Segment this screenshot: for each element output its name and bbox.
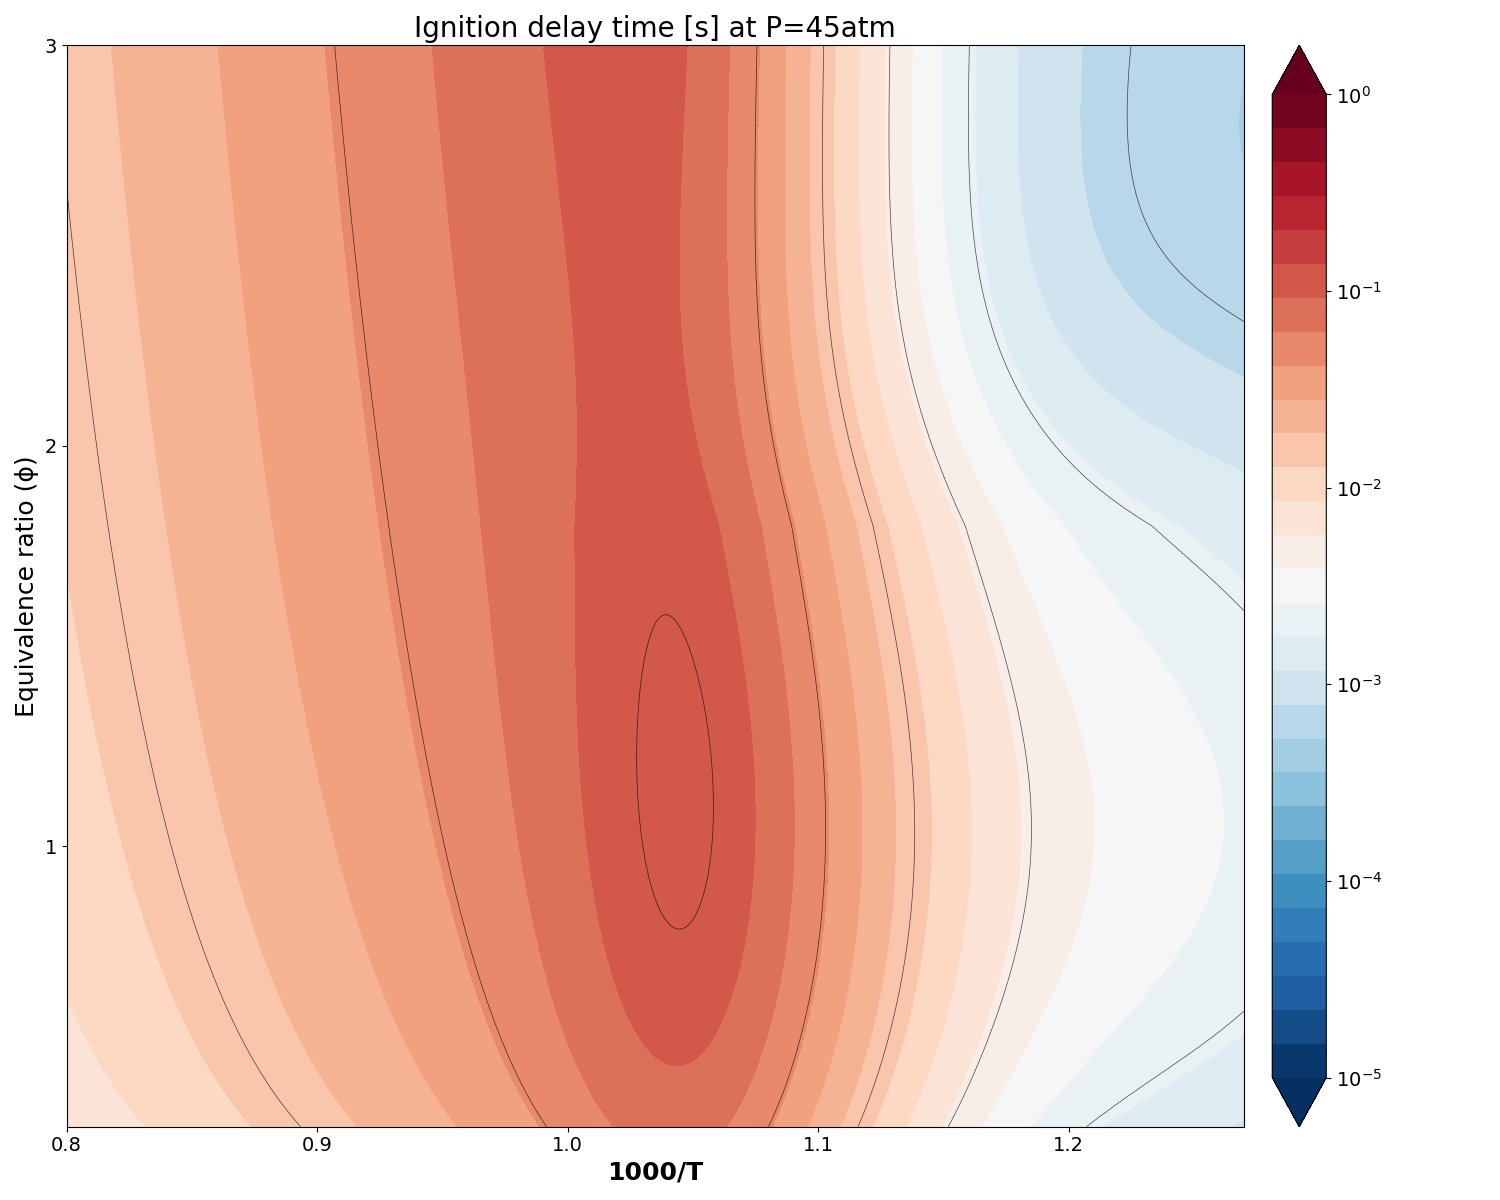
PathPatch shape — [1272, 46, 1326, 95]
PathPatch shape — [1272, 1078, 1326, 1127]
X-axis label: 1000/T: 1000/T — [608, 1162, 703, 1184]
Title: Ignition delay time [s] at P=45atm: Ignition delay time [s] at P=45atm — [414, 14, 896, 43]
Y-axis label: Equivalence ratio (ϕ): Equivalence ratio (ϕ) — [15, 455, 39, 716]
